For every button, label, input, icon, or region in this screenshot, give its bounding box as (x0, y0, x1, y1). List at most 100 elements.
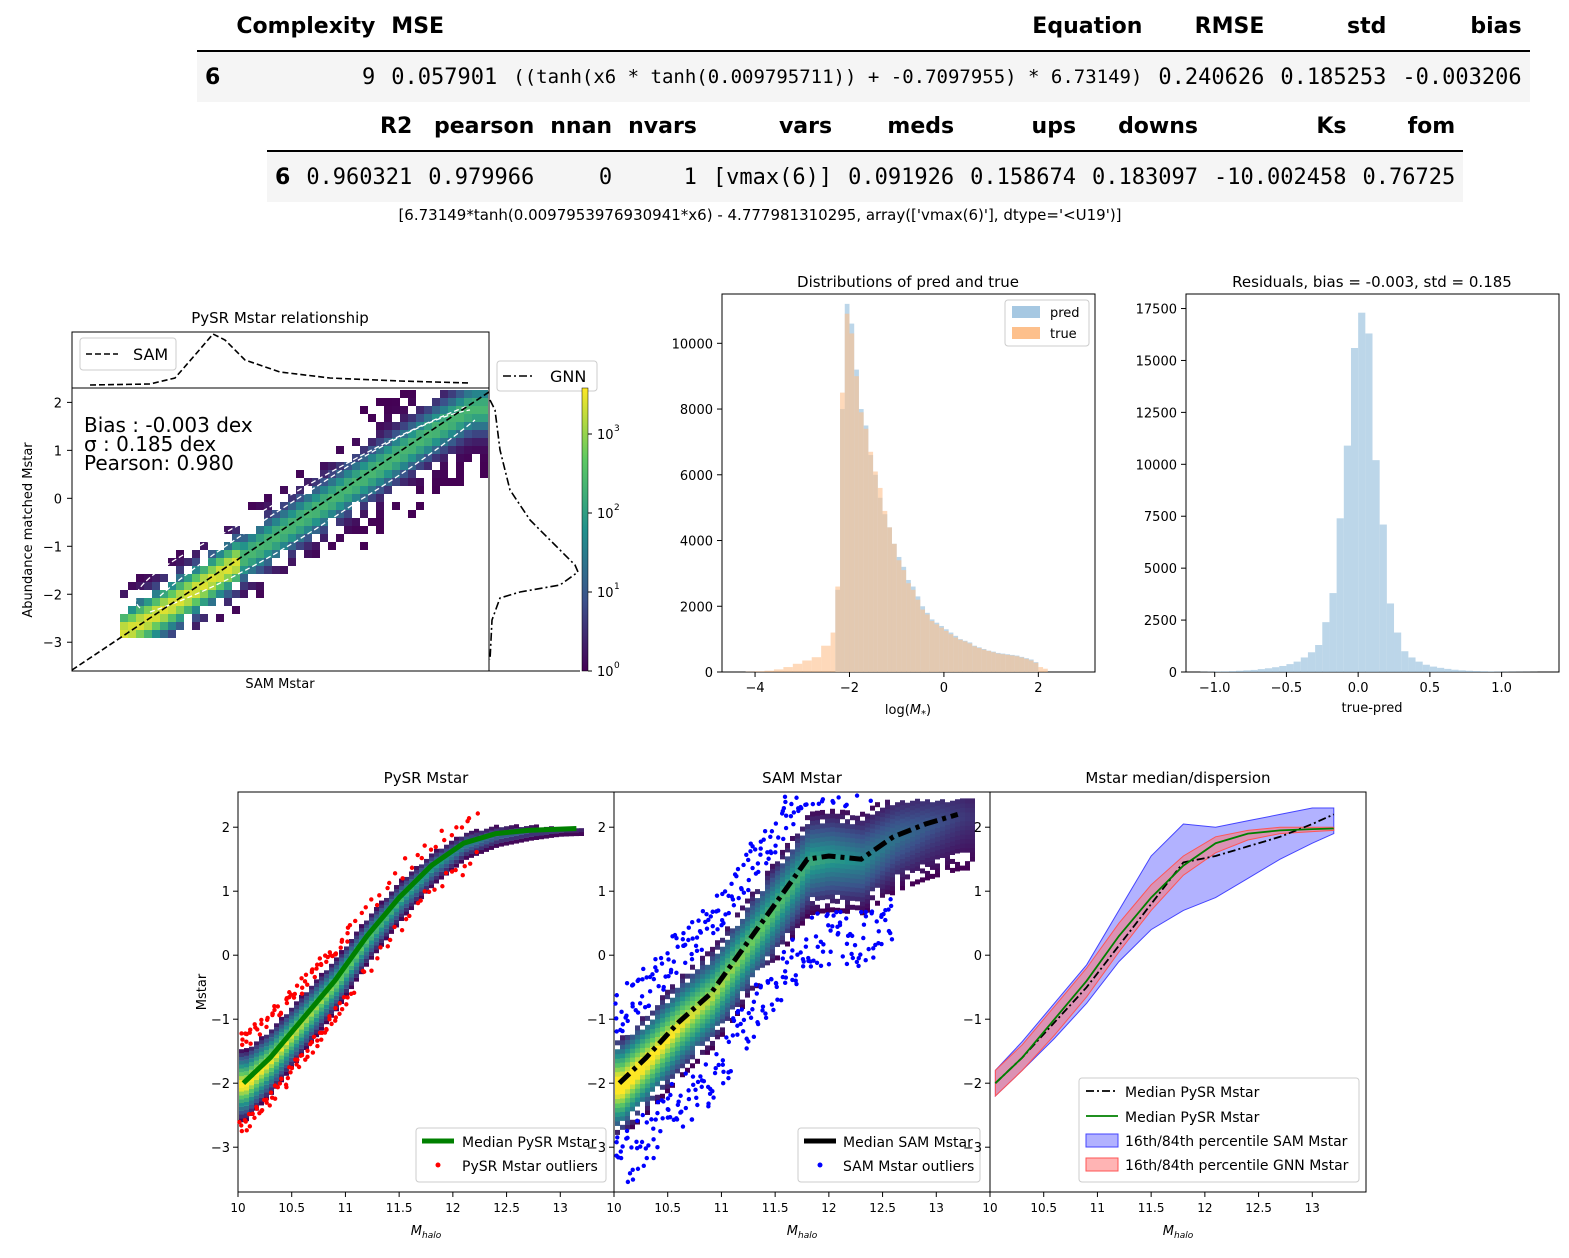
heatmap-cell (625, 1057, 630, 1063)
outlier-point (686, 1088, 691, 1093)
outlier-point (694, 935, 700, 940)
outlier-point (285, 1075, 291, 1081)
outlier-point (432, 887, 437, 892)
heatmap-cell (264, 1084, 269, 1089)
heatmap-cell (950, 836, 955, 842)
heatmap-cell (665, 1056, 670, 1062)
heatmap-cell (494, 840, 499, 845)
outlier-point (246, 1111, 252, 1117)
stats-annotation: Bias : -0.003 dex (84, 413, 253, 437)
heatmap-cell (424, 874, 429, 879)
heatmap-cell (294, 1039, 299, 1044)
heatmap-cell (890, 881, 895, 887)
heatmap-cell (755, 907, 760, 913)
heatmap-cell (720, 951, 725, 957)
heatmap-cell (715, 1029, 720, 1035)
heatmap-cell (850, 824, 855, 830)
outlier-point (714, 893, 720, 898)
heatmap-cell (456, 446, 464, 454)
heatmap-cell (680, 1054, 685, 1060)
outlier-point (874, 919, 879, 924)
heatmap-cell (314, 1029, 319, 1034)
heatmap-cell (224, 566, 232, 574)
heatmap-cell (408, 510, 416, 518)
heatmap-cell (256, 566, 264, 574)
outlier-point (838, 909, 843, 915)
heatmap-cell (319, 1026, 324, 1031)
outlier-point (636, 977, 641, 982)
heatmap-cell (620, 1106, 625, 1112)
heatmap-cell (272, 534, 280, 542)
heatmap-cell (845, 908, 850, 914)
heatmap-cell (910, 800, 915, 806)
heatmap-cell (950, 849, 955, 855)
heatmap-cell (765, 946, 770, 952)
heatmap-cell (865, 907, 870, 913)
outlier-point (644, 1155, 649, 1161)
heatmap-cell (800, 840, 805, 846)
outlier-point (830, 798, 835, 804)
heatmap-cell (336, 494, 344, 502)
histogram-bar (854, 376, 859, 672)
heatmap-cell (765, 884, 770, 890)
heatmap-cell (690, 1054, 695, 1060)
heatmap-cell (364, 928, 369, 933)
heatmap-cell (765, 920, 770, 926)
histogram-bar (1329, 593, 1337, 672)
heatmap-cell (264, 550, 272, 558)
col-header: R2 (380, 113, 413, 139)
heatmap-cell (865, 835, 870, 841)
heatmap-cell (400, 446, 408, 454)
outlier-point (449, 869, 455, 874)
outlier-point (790, 948, 795, 953)
outlier-point (618, 1155, 624, 1161)
heatmap-cell (408, 438, 416, 446)
heatmap-cell (620, 1044, 625, 1050)
heatmap-cell (800, 898, 805, 904)
heatmap-cell (272, 526, 280, 534)
outlier-point (665, 1106, 671, 1112)
outlier-point (888, 903, 894, 909)
heatmap-cell (740, 986, 745, 992)
heatmap-cell (354, 969, 359, 974)
heatmap-cell (900, 813, 905, 819)
heatmap-cell (830, 813, 835, 819)
chart-title: Residuals, bias = -0.003, std = 0.185 (1232, 273, 1512, 291)
heatmap-cell (890, 863, 895, 869)
heatmap-cell (615, 1120, 620, 1126)
outlier-point (831, 913, 836, 918)
heatmap-cell (374, 914, 379, 919)
heatmap-cell (254, 1087, 259, 1092)
heatmap-cell (665, 1070, 670, 1076)
heatmap-cell (434, 848, 439, 853)
outlier-point (624, 1128, 630, 1134)
heatmap-cell (152, 606, 160, 614)
heatmap-cell (408, 454, 416, 462)
heatmap-cell (620, 1053, 625, 1059)
heatmap-cell (950, 827, 955, 833)
heatmap-cell (284, 1029, 289, 1034)
heatmap-cell (434, 879, 439, 884)
heatmap-cell (479, 849, 484, 854)
heatmap-cell (950, 805, 955, 811)
x-tick-label: 10 (606, 1201, 621, 1215)
heatmap-cell (835, 858, 840, 864)
histogram-bar (783, 667, 793, 672)
heatmap-cell (940, 821, 945, 827)
outlier-point (239, 1128, 245, 1134)
heatmap-cell (239, 1099, 244, 1104)
heatmap-cell (264, 1046, 269, 1051)
outlier-point (264, 1024, 269, 1030)
heatmap-cell (625, 1061, 630, 1067)
heatmap-cell (935, 836, 940, 842)
outlier-point (731, 903, 737, 908)
heatmap-cell (160, 630, 168, 638)
heatmap-cell (910, 841, 915, 847)
heatmap-cell (725, 980, 730, 986)
heatmap-cell (705, 969, 710, 975)
heatmap-cell (625, 1102, 630, 1108)
heatmap-cell (845, 819, 850, 825)
heatmap-cell (259, 1097, 264, 1102)
heatmap-cell (665, 1012, 670, 1018)
heatmap-cell (216, 566, 224, 574)
